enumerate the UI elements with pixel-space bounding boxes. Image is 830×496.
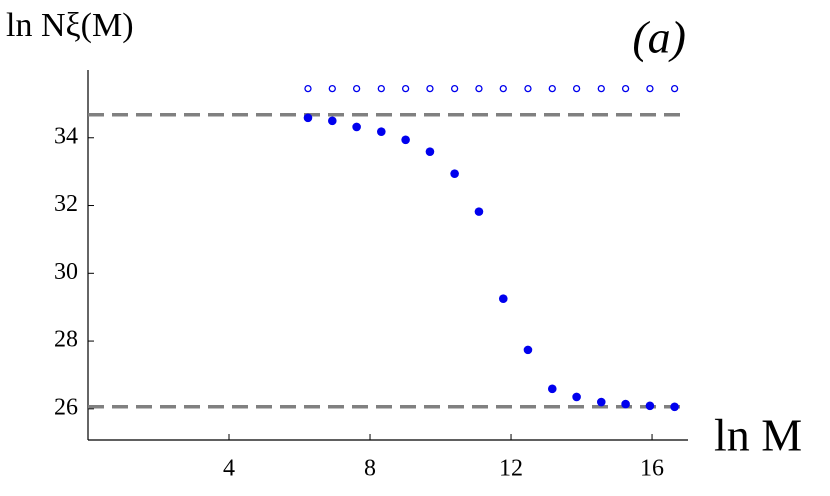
data-point [303,113,313,123]
data-point [621,84,630,93]
data-point [548,84,556,93]
data-point [377,127,386,136]
data-point [450,84,459,93]
data-point [426,84,434,93]
x-tick-label: 12 [499,456,523,482]
y-tick-label: 34 [54,123,78,149]
data-point [401,135,410,145]
data-point [524,84,532,93]
data-point [499,84,507,93]
data-point [523,345,533,355]
data-point [572,84,581,93]
data-point [645,401,655,411]
data-point [597,84,605,93]
y-tick-label: 28 [54,327,78,353]
data-point [498,294,508,304]
y-axis-label: ln Nξ(M) [6,7,134,44]
data-point [401,84,410,93]
data-point [646,84,654,93]
data-point [377,84,385,93]
data-point [328,116,337,126]
x-tick-label: 4 [223,456,235,482]
data-point [450,169,459,178]
data-point [621,399,630,409]
data-point [328,84,336,93]
y-tick-label: 26 [54,394,78,420]
data-point [352,84,361,93]
data-point [474,207,484,216]
data-point [670,402,679,412]
data-point [475,84,483,93]
data-point [596,397,606,407]
y-tick-label: 30 [54,259,78,285]
data-point [572,392,581,402]
data-point [547,384,557,394]
data-point [425,147,435,156]
x-tick-label: 16 [640,456,664,482]
x-tick-label: 8 [364,456,376,482]
data-point [304,84,312,93]
data-point [352,122,361,132]
data-point [670,84,679,93]
x-axis-label: ln M [714,410,802,461]
panel-label: (a) [632,12,686,63]
y-tick-label: 32 [54,191,78,217]
